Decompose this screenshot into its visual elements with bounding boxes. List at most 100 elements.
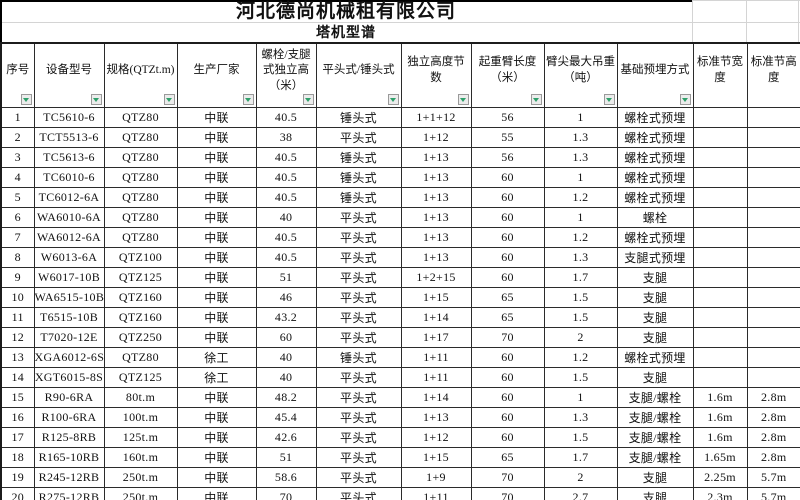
table-cell: 1	[543, 107, 618, 128]
table-cell: 平头式	[315, 307, 402, 328]
table-cell: 60	[470, 187, 545, 208]
table-cell	[746, 247, 800, 268]
table-cell	[746, 187, 800, 208]
table-cell: 支腿	[616, 487, 694, 500]
tower-crane-table: 序号 设备型号 规格(QTZt.m) 生产厂家 螺栓/支腿式独立高（米） 平头式/锤头式独…	[0, 42, 800, 500]
page-title: 河北德尚机械租有限公司	[235, 1, 456, 22]
table-cell: 中联	[176, 307, 257, 328]
table-cell: 1+2+15	[400, 267, 472, 288]
table-cell: 60	[255, 327, 317, 348]
table-cell: 1+13	[400, 147, 472, 168]
table-cell: 平头式	[315, 467, 402, 488]
table-cell: 70	[470, 487, 545, 500]
table-cell: 中联	[176, 287, 257, 308]
title-cell	[0, 0, 692, 42]
column-header: 生产厂家	[176, 42, 257, 108]
table-cell: 60	[470, 167, 545, 188]
table-cell: 支腿	[616, 367, 694, 388]
filter-dropdown-button[interactable]	[302, 94, 314, 105]
table-cell: 平头式	[315, 287, 402, 308]
table-cell: 20	[0, 487, 35, 500]
column-header: 独立高度节数	[400, 42, 472, 108]
table-cell: R100-6RA	[33, 407, 105, 428]
table-cell: 65	[470, 287, 545, 308]
table-cell	[692, 127, 748, 148]
table-cell: 中联	[176, 387, 257, 408]
table-cell: 60	[470, 387, 545, 408]
table-cell: 18	[0, 447, 35, 468]
table-cell: 2.25m	[692, 467, 748, 488]
table-cell: 1.5	[543, 367, 618, 388]
table-cell: 平头式	[315, 407, 402, 428]
table-cell	[692, 147, 748, 168]
chevron-down-icon	[682, 98, 688, 102]
table-cell	[746, 267, 800, 288]
table-row: 10 WA6515-10B QTZ160 中联 46 平头式 1+15 65 1.5 支腿	[0, 287, 800, 308]
table-cell: 60	[470, 427, 545, 448]
table-cell: 60	[470, 267, 545, 288]
table-cell: 2.3m	[692, 487, 748, 500]
filter-dropdown-button[interactable]	[603, 94, 615, 105]
chevron-down-icon	[245, 98, 251, 102]
table-cell: 中联	[176, 447, 257, 468]
table-cell: QTZ125	[103, 367, 178, 388]
filter-dropdown-button[interactable]	[20, 94, 32, 105]
table-cell	[692, 367, 748, 388]
table-cell: 中联	[176, 107, 257, 128]
table-cell: TC6010-6	[33, 167, 105, 188]
table-cell: 1+15	[400, 447, 472, 468]
table-cell: 锤头式	[315, 347, 402, 368]
table-cell: 中联	[176, 467, 257, 488]
table-cell: 1.2	[543, 347, 618, 368]
table-cell: 1.5	[543, 307, 618, 328]
table-cell	[692, 347, 748, 368]
filter-dropdown-button[interactable]	[90, 94, 102, 105]
table-cell: 中联	[176, 227, 257, 248]
table-cell: 1+13	[400, 407, 472, 428]
table-cell: 1+14	[400, 387, 472, 408]
table-cell: 中联	[176, 147, 257, 168]
chevron-down-icon	[23, 98, 29, 102]
table-cell: 平头式	[315, 487, 402, 500]
table-cell: XGA6012-6S	[33, 347, 105, 368]
column-header-label: 平头式/锤头式	[322, 64, 395, 77]
column-header-label: 独立高度节数	[407, 56, 465, 84]
table-cell: 锤头式	[315, 187, 402, 208]
table-row: 12 T7020-12E QTZ250 中联 60 平头式 1+17 70 2 支腿	[0, 327, 800, 348]
filter-dropdown-button[interactable]	[530, 94, 542, 105]
table-cell: 支腿	[616, 267, 694, 288]
table-cell: 1.3	[543, 147, 618, 168]
table-cell: 56	[470, 107, 545, 128]
table-cell: 60	[470, 367, 545, 388]
chevron-down-icon	[606, 98, 612, 102]
table-cell: 支腿	[616, 287, 694, 308]
filter-dropdown-button[interactable]	[679, 94, 691, 105]
table-cell: 支腿式预埋	[616, 247, 694, 268]
table-cell: 中联	[176, 167, 257, 188]
table-cell: 1+12	[400, 427, 472, 448]
table-cell: 2.8m	[746, 387, 800, 408]
table-cell: 平头式	[315, 227, 402, 248]
filter-dropdown-button[interactable]	[242, 94, 254, 105]
table-cell: 70	[255, 487, 317, 500]
table-cell: 1.5	[543, 287, 618, 308]
table-cell: 1+11	[400, 487, 472, 500]
filter-dropdown-button[interactable]	[457, 94, 469, 105]
table-cell: 1+11	[400, 367, 472, 388]
table-cell: 中联	[176, 127, 257, 148]
column-header: 平头式/锤头式	[315, 42, 402, 108]
gridline	[0, 22, 800, 23]
table-cell: 螺栓式预埋	[616, 107, 694, 128]
table-cell: 1.2	[543, 227, 618, 248]
filter-dropdown-button[interactable]	[163, 94, 175, 105]
table-cell: 中联	[176, 187, 257, 208]
table-cell: 60	[470, 407, 545, 428]
table-cell: 1+13	[400, 187, 472, 208]
table-cell: 1+14	[400, 307, 472, 328]
table-cell: R275-12RB	[33, 487, 105, 500]
table-cell	[692, 267, 748, 288]
filter-dropdown-button[interactable]	[387, 94, 399, 105]
table-cell: 42.6	[255, 427, 317, 448]
table-cell: 2	[0, 127, 35, 148]
